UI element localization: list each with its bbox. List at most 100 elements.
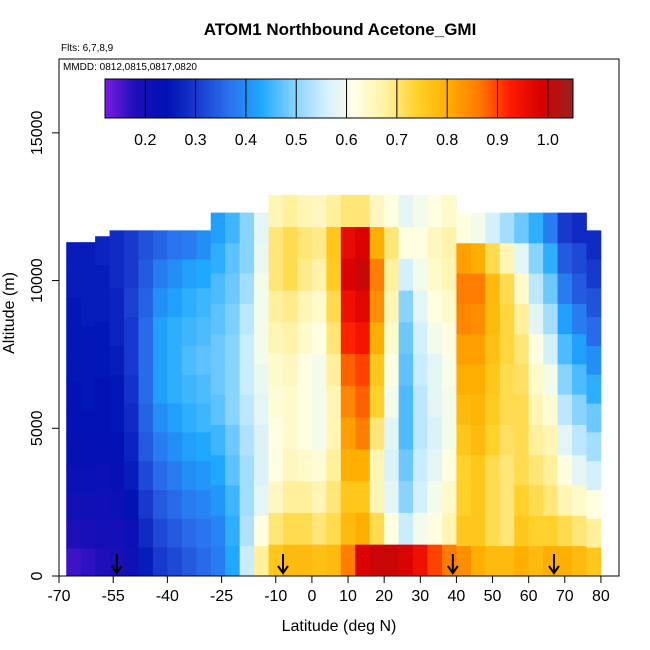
colorbar-segment (381, 79, 384, 118)
heatmap-cell (80, 353, 96, 382)
colorbar-segment (207, 79, 211, 118)
colorbar-segment (210, 79, 214, 118)
heatmap-cell (311, 353, 327, 386)
heatmap-cell (355, 290, 371, 323)
heatmap-cell (384, 290, 400, 323)
colorbar-segment (406, 79, 410, 118)
heatmap-cell (398, 417, 414, 450)
colorbar-segment (505, 79, 508, 118)
heatmap-cell (543, 454, 558, 486)
heatmap-cell (210, 242, 226, 274)
x-tick-label: -25 (210, 588, 233, 605)
colorbar-segment (456, 79, 459, 118)
heatmap-cell (355, 194, 371, 228)
colorbar-segment (334, 79, 338, 118)
heatmap-cell (210, 515, 226, 547)
colorbar-segment (229, 79, 232, 118)
heatmap-cell (297, 194, 313, 228)
colorbar-segment (514, 79, 518, 118)
heatmap-cell (109, 316, 125, 346)
heatmap-cell (369, 290, 385, 323)
heatmap-cell (268, 448, 284, 482)
heatmap-cell (138, 374, 154, 404)
heatmap-cell (543, 485, 558, 516)
colorbar-segment (107, 79, 111, 118)
heatmap-cell (572, 545, 587, 577)
heatmap-cell (196, 489, 212, 519)
heatmap-cell (528, 424, 544, 456)
colorbar-segment (114, 79, 118, 118)
colorbar-segment (439, 79, 443, 118)
heatmap-cell (586, 287, 602, 318)
colorbar-segment (437, 79, 441, 118)
colorbar-segment (448, 79, 452, 118)
heatmap-cell (181, 518, 197, 548)
heatmap-cell (427, 512, 443, 545)
colorbar-segment (441, 79, 445, 118)
colorbar-segment (142, 79, 146, 118)
colorbar-segment (568, 79, 572, 118)
colorbar-segment (416, 79, 420, 118)
heatmap-cell (427, 194, 443, 228)
heatmap-cell (268, 321, 284, 355)
colorbar-segment (444, 79, 448, 118)
colorbar-segment (367, 79, 370, 118)
heatmap-cell (456, 333, 472, 365)
heatmap-cell (572, 364, 587, 395)
heatmap-cell (95, 264, 110, 294)
heatmap-cell (427, 321, 443, 355)
heatmap-cell (138, 316, 154, 346)
heatmap-cell (297, 258, 313, 291)
colorbar-segment (317, 79, 321, 118)
colorbar-segment (371, 79, 375, 118)
colorbar-segment (479, 79, 483, 118)
heatmap-cell (283, 321, 298, 355)
colorbar-segment (205, 79, 209, 118)
heatmap-cell (340, 480, 356, 513)
heatmap-cell (138, 259, 154, 289)
heatmap-cell (586, 259, 602, 289)
heatmap-cell (340, 258, 356, 291)
colorbar-segment (467, 79, 471, 118)
colorbar-segment (273, 79, 277, 118)
heatmap-cell (210, 545, 226, 577)
heatmap-cell (485, 212, 501, 244)
x-tick-label: 40 (448, 588, 466, 605)
heatmap-cell (441, 226, 457, 259)
colorbar-segment (163, 79, 167, 118)
colorbar-segment (252, 79, 256, 118)
colorbar-segment (123, 79, 127, 118)
heatmap-cell (124, 547, 139, 577)
colorbar-segment (434, 79, 438, 118)
heatmap-cell (543, 333, 558, 365)
heatmap-cell (167, 431, 183, 462)
colorbar-segment (392, 79, 396, 118)
colorbar-segment (156, 79, 160, 118)
heatmap-cell (398, 544, 414, 577)
heatmap-cell (66, 464, 82, 493)
heatmap-cell (181, 316, 197, 346)
heatmap-cell (326, 417, 342, 450)
colorbar-segment (126, 79, 129, 118)
heatmap-cell (109, 403, 125, 433)
heatmap-cell (124, 230, 139, 260)
heatmap-cell (138, 403, 154, 433)
heatmap-cell (355, 544, 371, 577)
colorbar-segment (547, 79, 551, 118)
heatmap-cell (326, 385, 342, 418)
heatmap-cell (297, 226, 313, 259)
heatmap-cell (152, 460, 168, 490)
colorbar-segment (465, 79, 469, 118)
heatmap-cell (124, 287, 139, 318)
heatmap-cell (311, 258, 327, 291)
heatmap-cell (181, 547, 197, 577)
colorbar-segment (299, 79, 303, 118)
colorbar-segment (310, 79, 314, 118)
heatmap-cell (413, 194, 428, 228)
heatmap-cell (572, 394, 587, 425)
heatmap-cell (470, 333, 486, 365)
heatmap-cell (340, 448, 356, 482)
heatmap-cell (80, 492, 96, 521)
heatmap-cell (499, 273, 515, 304)
colorbar-segment (565, 79, 569, 118)
